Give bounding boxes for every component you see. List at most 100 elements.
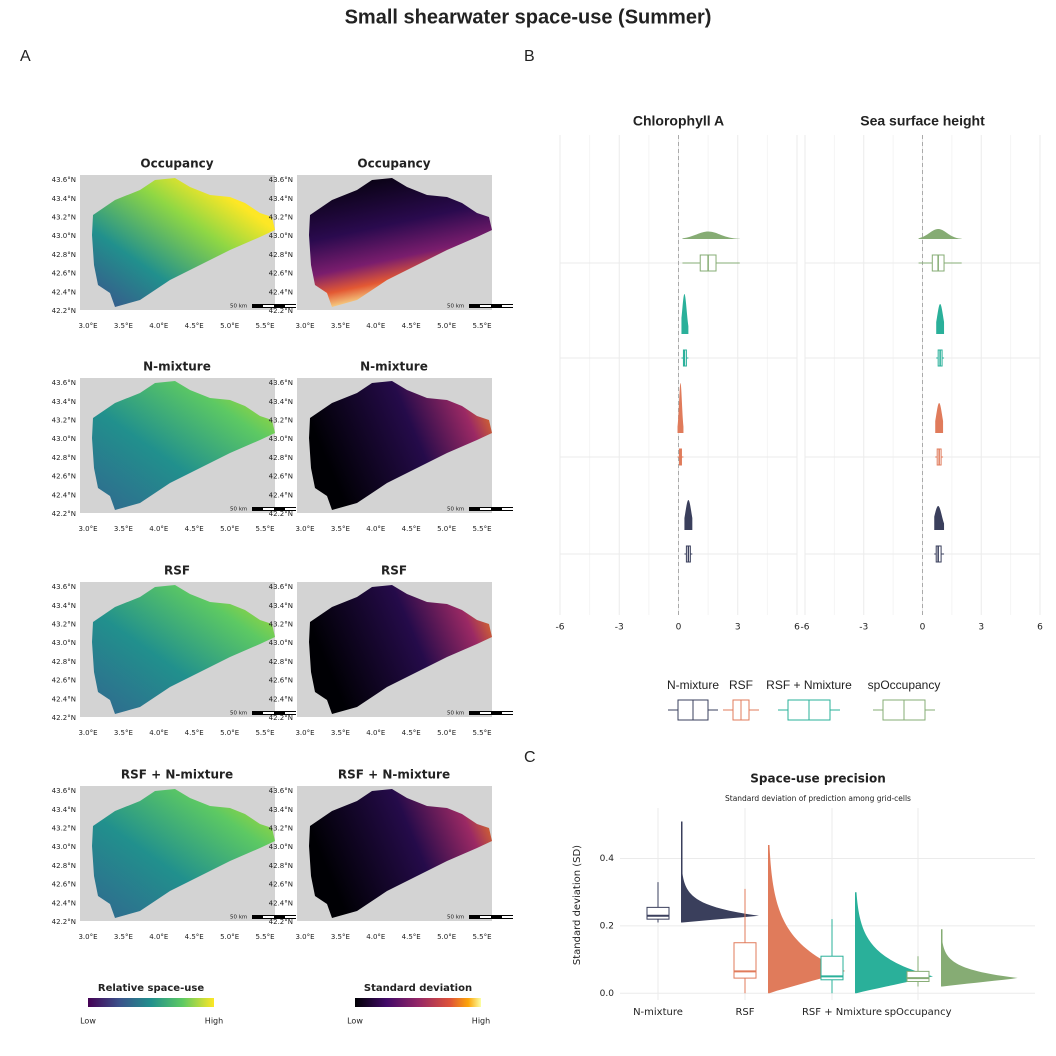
lon-tick-label: 4.0°E — [149, 525, 168, 533]
density — [936, 304, 945, 334]
lat-tick-label: 42.4°N — [269, 695, 293, 703]
lat-tick-label: 42.2°N — [52, 918, 76, 926]
x-tick-label: -3 — [859, 623, 868, 633]
lat-tick-label: 42.4°N — [52, 695, 76, 703]
lon-tick-label: 5.0°E — [220, 729, 239, 737]
scale-bar-segment — [480, 916, 491, 918]
colorbar — [88, 998, 214, 1007]
map-title: N-mixture — [143, 360, 211, 374]
y-tick-label: 0.0 — [600, 989, 615, 999]
lon-tick-label: 4.5°E — [185, 729, 204, 737]
scale-label: 50 km — [447, 304, 464, 310]
lat-tick-label: 43.0°N — [52, 232, 76, 240]
lon-tick-label: 5.5°E — [472, 322, 491, 330]
lat-tick-label: 42.6°N — [52, 473, 76, 481]
density — [918, 229, 962, 239]
y-tick-label: 0.2 — [600, 921, 614, 931]
legend-title: Standard deviation — [364, 983, 472, 994]
x-tick-label: RSF — [735, 1007, 754, 1018]
lat-tick-label: 43.6°N — [52, 379, 76, 387]
facet-title: Chlorophyll A — [633, 113, 724, 129]
lon-tick-label: 3.5°E — [331, 322, 350, 330]
x-tick-label: 3 — [978, 623, 984, 633]
y-axis-label: Standard deviation (SD) — [572, 845, 583, 965]
distribution — [681, 821, 759, 923]
map-title: N-mixture — [360, 360, 428, 374]
lat-tick-label: 42.4°N — [269, 288, 293, 296]
lon-tick-label: 4.0°E — [366, 322, 385, 330]
box — [906, 970, 930, 982]
legend-high: High — [472, 1017, 490, 1026]
lat-tick-label: 43.2°N — [269, 621, 293, 629]
lat-tick-label: 43.0°N — [52, 435, 76, 443]
x-tick-label: RSF + Nmixture — [802, 1007, 882, 1018]
lon-tick-label: 3.5°E — [114, 729, 133, 737]
lat-tick-label: 42.2°N — [52, 307, 76, 315]
box — [646, 906, 670, 920]
map-region — [309, 585, 492, 714]
lon-tick-label: 5.0°E — [437, 322, 456, 330]
scale-bar-segment — [480, 305, 491, 307]
lat-tick-label: 42.4°N — [52, 288, 76, 296]
scale-bar-segment — [285, 916, 296, 918]
x-tick-label: 3 — [735, 623, 741, 633]
scale-label: 50 km — [447, 915, 464, 921]
lon-tick-label: 4.5°E — [402, 525, 421, 533]
chart-title: Space-use precision — [750, 772, 885, 786]
density — [681, 294, 689, 334]
scale-bar-segment — [502, 508, 513, 510]
lat-tick-label: 43.4°N — [52, 195, 76, 203]
legend-label: RSF + Nmixture — [766, 678, 852, 692]
legend-low: Low — [347, 1017, 363, 1026]
panel-label: C — [524, 749, 536, 766]
map-title: RSF + N-mixture — [338, 768, 450, 782]
map-region — [309, 789, 492, 918]
map-title: RSF — [164, 564, 190, 578]
lat-tick-label: 43.0°N — [269, 232, 293, 240]
lat-tick-label: 43.2°N — [52, 621, 76, 629]
lat-tick-label: 43.6°N — [52, 176, 76, 184]
map-title: RSF + N-mixture — [121, 768, 233, 782]
lat-tick-label: 42.2°N — [269, 510, 293, 518]
legend-high: High — [205, 1017, 223, 1026]
lon-tick-label: 3.5°E — [331, 525, 350, 533]
scale-bar-segment — [285, 712, 296, 714]
lat-tick-label: 43.4°N — [269, 195, 293, 203]
map-title: RSF — [381, 564, 407, 578]
distribution — [768, 845, 846, 994]
lat-tick-label: 43.4°N — [52, 602, 76, 610]
lon-tick-label: 5.5°E — [255, 525, 274, 533]
density — [935, 403, 944, 433]
lat-tick-label: 43.6°N — [269, 583, 293, 591]
lat-tick-label: 42.2°N — [52, 510, 76, 518]
scale-label: 50 km — [230, 507, 247, 513]
lon-tick-label: 4.5°E — [402, 933, 421, 941]
density — [677, 383, 684, 433]
x-tick-label: -3 — [615, 623, 624, 633]
lon-tick-label: 3.5°E — [331, 933, 350, 941]
lat-tick-label: 42.4°N — [269, 491, 293, 499]
lat-tick-label: 43.2°N — [269, 825, 293, 833]
facet-title: Sea surface height — [860, 113, 985, 129]
lon-tick-label: 3.0°E — [78, 525, 97, 533]
y-tick-label: 0.4 — [600, 854, 615, 864]
lon-tick-label: 3.5°E — [331, 729, 350, 737]
lat-tick-label: 42.4°N — [269, 899, 293, 907]
lat-tick-label: 43.0°N — [52, 843, 76, 851]
scale-bar-segment — [502, 305, 513, 307]
lat-tick-label: 42.6°N — [52, 270, 76, 278]
x-tick-label: -6 — [556, 623, 565, 633]
lon-tick-label: 4.5°E — [402, 322, 421, 330]
lon-tick-label: 5.5°E — [472, 933, 491, 941]
lon-tick-label: 3.0°E — [295, 729, 314, 737]
lon-tick-label: 5.5°E — [472, 525, 491, 533]
lon-tick-label: 4.5°E — [402, 729, 421, 737]
distribution — [855, 892, 933, 994]
lon-tick-label: 5.0°E — [220, 933, 239, 941]
lon-tick-label: 5.5°E — [472, 729, 491, 737]
legend-label: N-mixture — [667, 678, 719, 692]
lon-tick-label: 3.0°E — [295, 525, 314, 533]
scale-bar-segment — [263, 916, 274, 918]
lat-tick-label: 43.6°N — [52, 583, 76, 591]
